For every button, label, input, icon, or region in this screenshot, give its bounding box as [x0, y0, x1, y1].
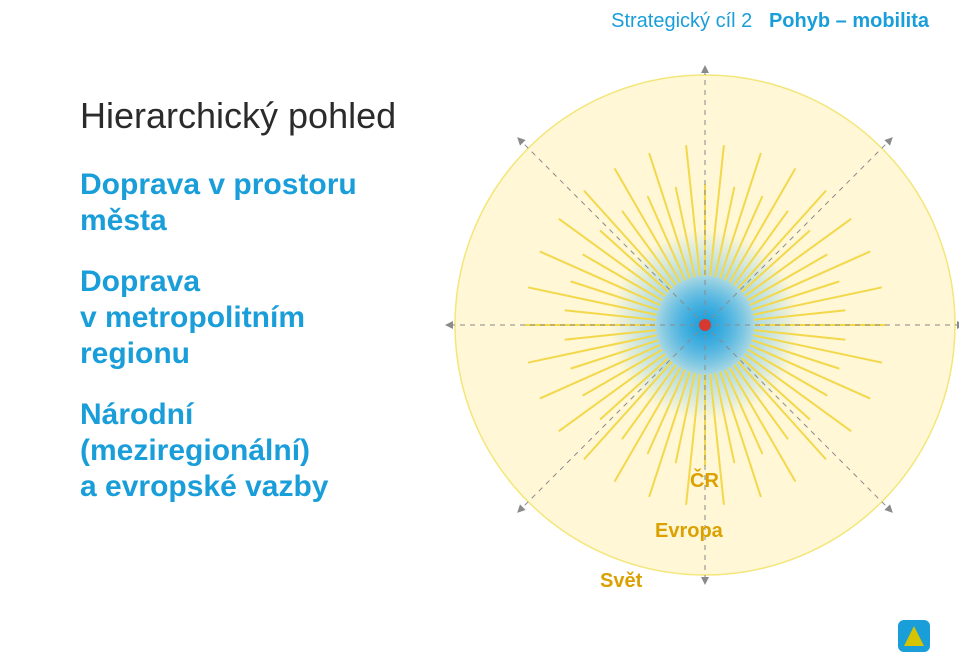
- page-title: Hierarchický pohled: [80, 95, 430, 137]
- item-2-line-2: v metropolitním: [80, 301, 305, 334]
- item-2-line-1: Doprava: [80, 265, 200, 298]
- diagram-label-evropa: Evropa: [655, 520, 723, 543]
- diagram-svg: [445, 65, 959, 585]
- radial-diagram: [445, 65, 959, 585]
- item-1-line-2: města: [80, 204, 167, 237]
- text-column: Hierarchický pohled Doprava v prostoru m…: [80, 95, 430, 530]
- item-3-line-3: a evropské vazby: [80, 470, 328, 503]
- header: Strategický cíl 2 Pohyb – mobilita: [611, 10, 929, 33]
- header-theme: Pohyb – mobilita: [769, 10, 929, 32]
- logo-icon: [894, 616, 934, 656]
- item-2-line-3: regionu: [80, 337, 190, 370]
- header-goal: Strategický cíl 2: [611, 10, 752, 32]
- item-2: Doprava v metropolitním regionu: [80, 264, 430, 372]
- item-3: Národní (meziregionální) a evropské vazb…: [80, 397, 430, 505]
- core-dot: [699, 319, 711, 331]
- item-1: Doprava v prostoru města: [80, 167, 430, 239]
- item-3-line-2: (meziregionální): [80, 434, 310, 467]
- item-3-line-1: Národní: [80, 398, 193, 431]
- diagram-label-svet: Svět: [600, 570, 642, 593]
- item-1-line-1: Doprava v prostoru: [80, 168, 357, 201]
- diagram-label-cr: ČR: [690, 470, 719, 493]
